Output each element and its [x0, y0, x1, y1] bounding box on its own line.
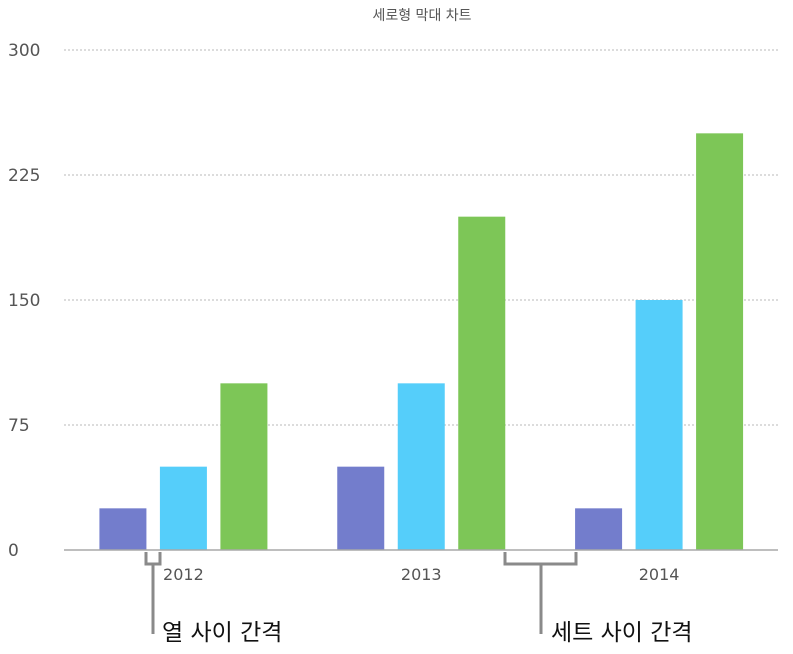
y-axis-ticks: 0 75 150 225 300	[8, 41, 40, 561]
column-gap-label: 열 사이 간격	[162, 620, 282, 646]
bars	[99, 133, 744, 551]
x-tick-label: 2013	[401, 565, 442, 584]
y-tick-label: 150	[8, 291, 40, 311]
y-tick-label: 225	[8, 166, 40, 186]
bar-2012-series-2	[159, 466, 207, 550]
bar-2014-series-3	[696, 133, 744, 551]
x-tick-label: 2014	[639, 565, 680, 584]
bar-2014-series-1	[575, 508, 623, 550]
bar-2013-series-2	[397, 383, 445, 550]
bar-2012-series-1	[99, 508, 147, 550]
chart-title: 세로형 막대 차트	[372, 8, 471, 24]
bar-2013-series-3	[458, 216, 506, 550]
y-tick-label: 75	[8, 416, 30, 436]
y-tick-label: 300	[8, 41, 40, 61]
set-gap-bracket	[503, 552, 578, 634]
x-axis-ticks: 2012 2013 2014	[163, 565, 679, 584]
x-tick-label: 2012	[163, 565, 204, 584]
y-tick-label: 0	[8, 541, 19, 561]
bar-2013-series-1	[337, 466, 385, 550]
bar-2012-series-3	[220, 383, 268, 550]
set-gap-label: 세트 사이 간격	[551, 620, 693, 646]
bar-2014-series-2	[635, 300, 683, 550]
column-gap-bracket	[144, 552, 162, 634]
